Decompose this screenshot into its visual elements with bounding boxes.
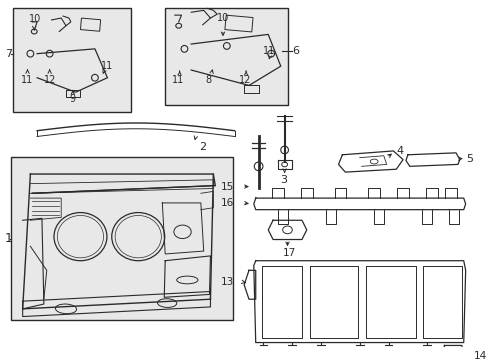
Bar bbox=[81, 18, 101, 31]
Text: 10: 10 bbox=[217, 13, 229, 23]
Text: 14: 14 bbox=[472, 351, 486, 360]
Text: 11: 11 bbox=[20, 75, 33, 85]
Text: 6: 6 bbox=[292, 46, 299, 56]
Text: 3: 3 bbox=[279, 175, 286, 185]
Text: 7: 7 bbox=[5, 49, 12, 59]
Bar bbox=[224, 15, 252, 32]
Text: 5: 5 bbox=[466, 154, 473, 164]
Text: 17: 17 bbox=[282, 248, 295, 258]
Text: 13: 13 bbox=[221, 277, 234, 287]
Text: 10: 10 bbox=[29, 14, 41, 24]
Text: 2: 2 bbox=[199, 142, 205, 152]
Text: 11: 11 bbox=[101, 61, 113, 71]
Text: 12: 12 bbox=[239, 75, 251, 85]
Bar bbox=[11, 157, 232, 320]
Text: 16: 16 bbox=[221, 198, 234, 208]
Text: 9: 9 bbox=[69, 94, 75, 104]
Text: 15: 15 bbox=[221, 181, 234, 192]
Text: 11: 11 bbox=[172, 75, 184, 85]
Text: 11: 11 bbox=[263, 46, 275, 56]
Text: 8: 8 bbox=[205, 75, 211, 85]
Text: 12: 12 bbox=[44, 75, 56, 85]
Text: 4: 4 bbox=[395, 146, 403, 156]
Bar bbox=[165, 8, 288, 105]
Bar bbox=[13, 8, 130, 112]
Text: 1: 1 bbox=[4, 232, 12, 245]
Ellipse shape bbox=[256, 164, 261, 169]
